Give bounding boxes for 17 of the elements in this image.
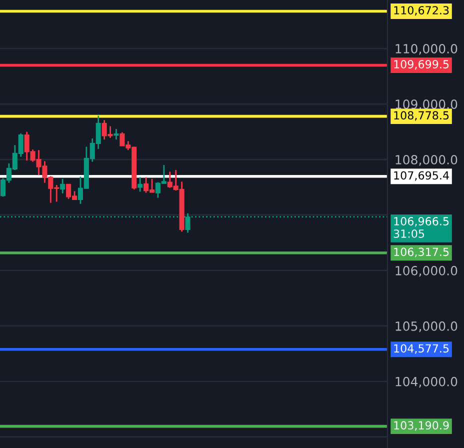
ref-line-label: 103,190.9	[394, 421, 449, 431]
ref-line-label: 107,695.4	[394, 171, 449, 181]
ref-line-label: 104,577.5	[394, 344, 449, 354]
candlestick	[138, 176, 143, 192]
y-tick-label: 105,000.0	[396, 321, 458, 332]
candlestick	[60, 178, 66, 194]
candlestick	[114, 128, 119, 140]
y-tick-label: 108,000.0	[396, 154, 458, 166]
ref-line-label: 106,317.5	[394, 248, 449, 258]
ref-line-label: 110,672.3	[394, 6, 449, 16]
y-tick-label: 104,000.0	[396, 376, 458, 388]
y-tick-label: 109,000.0	[396, 99, 458, 110]
ref-line-label: 108,778.5	[394, 111, 449, 121]
y-tick-label: 106,000.0	[396, 266, 458, 277]
ref-line-label: 109,699.5	[394, 60, 449, 70]
y-tick-label: 110,000.0	[396, 44, 458, 55]
ref-line-label: 106,966.5 31:05	[394, 217, 449, 238]
